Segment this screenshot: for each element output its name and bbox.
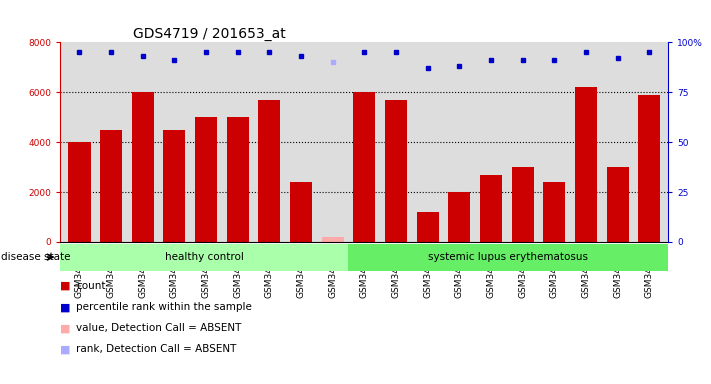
Bar (321, 237, 344, 242)
Bar (100, 130, 122, 242)
Bar (132, 92, 154, 242)
Text: count: count (76, 281, 105, 291)
Bar (480, 175, 502, 242)
Bar (638, 95, 661, 242)
Text: ■: ■ (60, 323, 71, 333)
Text: systemic lupus erythematosus: systemic lupus erythematosus (428, 252, 589, 262)
Text: rank, Detection Call = ABSENT: rank, Detection Call = ABSENT (76, 344, 237, 354)
Bar (512, 167, 534, 242)
Bar (348, 244, 668, 271)
Text: value, Detection Call = ABSENT: value, Detection Call = ABSENT (76, 323, 242, 333)
Bar (449, 192, 471, 242)
Bar (195, 117, 217, 242)
Text: GDS4719 / 201653_at: GDS4719 / 201653_at (134, 27, 286, 41)
Text: ■: ■ (60, 344, 71, 354)
Text: ■: ■ (60, 281, 71, 291)
Text: disease state: disease state (1, 252, 71, 262)
Bar (258, 100, 280, 242)
Bar (227, 117, 249, 242)
Bar (353, 92, 375, 242)
Bar (385, 100, 407, 242)
Text: healthy control: healthy control (165, 252, 244, 262)
Text: percentile rank within the sample: percentile rank within the sample (76, 302, 252, 312)
Bar (164, 130, 186, 242)
Bar (290, 182, 312, 242)
Text: ■: ■ (60, 302, 71, 312)
Bar (543, 182, 565, 242)
Bar (606, 167, 629, 242)
Bar (68, 142, 90, 242)
Bar (60, 244, 348, 271)
Bar (417, 212, 439, 242)
Bar (575, 87, 597, 242)
